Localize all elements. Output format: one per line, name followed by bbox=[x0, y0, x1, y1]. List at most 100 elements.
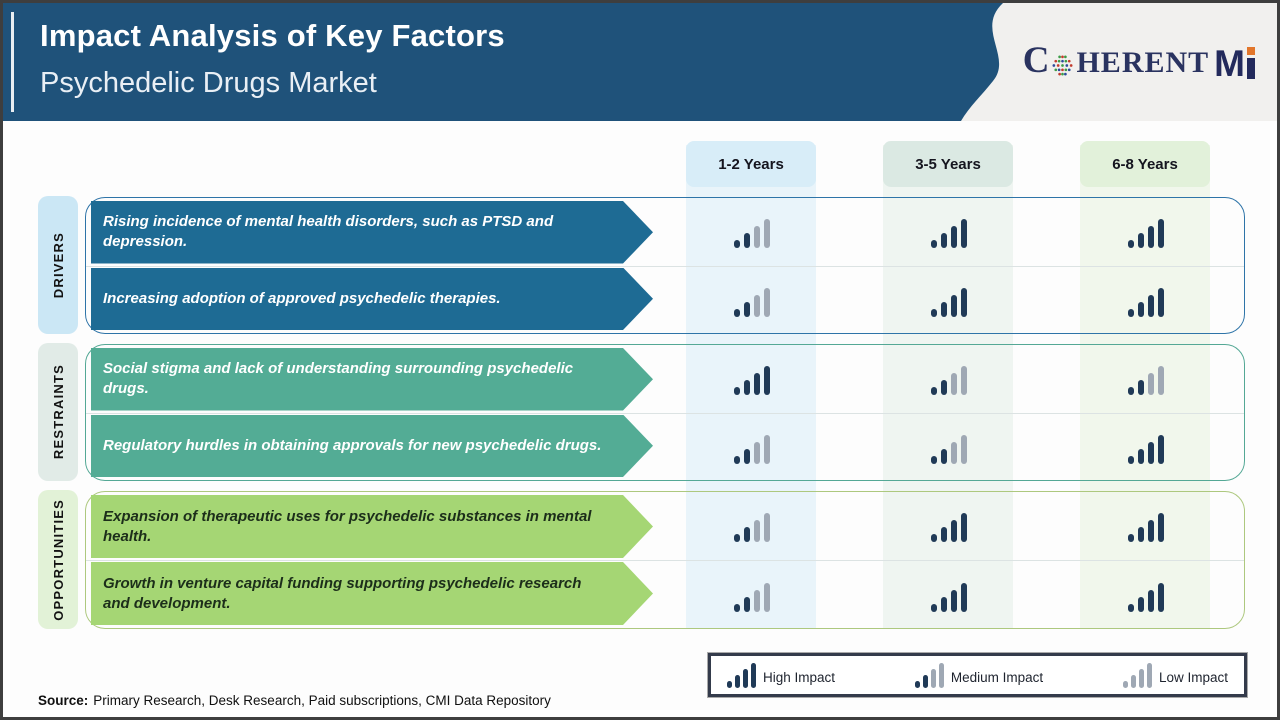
impact-bars-icon bbox=[926, 580, 972, 612]
impact-bar bbox=[931, 309, 937, 317]
impact-bar bbox=[764, 288, 770, 317]
legend-item-low: Low Impact bbox=[1122, 662, 1228, 688]
impact-bar bbox=[1148, 295, 1154, 317]
logo-letter-i bbox=[1247, 47, 1255, 79]
impact-bar bbox=[1148, 373, 1154, 395]
column-header-6-8-years: 6-8 Years bbox=[1080, 141, 1210, 187]
legend-item-medium: Medium Impact bbox=[914, 662, 1043, 688]
restraint-row-2: Regulatory hurdles in obtaining approval… bbox=[91, 415, 653, 478]
impact-legend: High Impact Medium Impact Low Impact bbox=[708, 653, 1247, 697]
impact-bar bbox=[744, 302, 750, 317]
impact-bars-icon bbox=[1123, 363, 1169, 395]
source-line: Source: Primary Research, Desk Research, … bbox=[38, 693, 551, 708]
impact-bar bbox=[744, 449, 750, 464]
impact-bar bbox=[744, 380, 750, 395]
impact-bar bbox=[951, 373, 957, 395]
impact-bar bbox=[922, 674, 928, 688]
impact-bar bbox=[961, 219, 967, 248]
impact-bar bbox=[727, 680, 732, 688]
impact-bar bbox=[1128, 534, 1134, 542]
impact-bar bbox=[1158, 583, 1164, 612]
logo-letters-herent: HERENT bbox=[1076, 46, 1210, 79]
impact-bar bbox=[734, 604, 740, 612]
impact-bars-icon bbox=[729, 216, 775, 248]
impact-bar bbox=[1138, 449, 1144, 464]
column-stripe-3-5-years bbox=[883, 145, 1013, 629]
impact-bar bbox=[961, 435, 967, 464]
page-title: Impact Analysis of Key Factors bbox=[40, 18, 505, 53]
impact-bar bbox=[1148, 520, 1154, 542]
driver-row-2: Increasing adoption of approved psychede… bbox=[91, 268, 653, 331]
impact-bar bbox=[744, 233, 750, 248]
impact-bar bbox=[951, 295, 957, 317]
logo-curve-shape bbox=[961, 3, 1277, 121]
opportunity-row-1-text: Expansion of therapeutic uses for psyche… bbox=[103, 507, 592, 545]
impact-bar bbox=[931, 456, 937, 464]
impact-bar bbox=[941, 527, 947, 542]
driver-row-1: Rising incidence of mental health disord… bbox=[91, 201, 653, 264]
row-divider bbox=[86, 412, 1244, 414]
logo-letter-m: M bbox=[1214, 42, 1245, 84]
section-box-restraints: Social stigma and lack of understanding … bbox=[85, 344, 1245, 481]
impact-bar bbox=[1122, 680, 1128, 688]
column-header-3-5-years: 3-5 Years bbox=[883, 141, 1013, 187]
impact-bar bbox=[754, 226, 760, 248]
opportunity-row-2: Growth in venture capital funding suppor… bbox=[91, 562, 653, 625]
legend-label: Low Impact bbox=[1158, 669, 1228, 685]
impact-bar bbox=[941, 597, 947, 612]
source-label: Source: bbox=[38, 693, 89, 708]
impact-bar bbox=[941, 449, 947, 464]
impact-bars-icon bbox=[1123, 510, 1169, 542]
impact-bar bbox=[941, 380, 947, 395]
impact-bars-icon bbox=[1123, 580, 1169, 612]
impact-bar bbox=[938, 662, 944, 688]
restraint-row-1-text: Social stigma and lack of understanding … bbox=[103, 360, 574, 398]
column-header-1-2-years: 1-2 Years bbox=[686, 141, 816, 187]
driver-row-1-text: Rising incidence of mental health disord… bbox=[103, 213, 554, 251]
company-logo: C HERENT M bbox=[1023, 42, 1255, 84]
impact-bars-icon bbox=[926, 216, 972, 248]
impact-bar bbox=[764, 366, 770, 395]
impact-bar bbox=[734, 309, 740, 317]
impact-bars-icon bbox=[729, 363, 775, 395]
impact-bar bbox=[734, 387, 740, 395]
impact-bars-icon bbox=[926, 285, 972, 317]
section-label-restraints: RESTRAINTS bbox=[38, 343, 78, 481]
globe-icon bbox=[1052, 55, 1073, 76]
impact-bar bbox=[754, 520, 760, 542]
impact-bar bbox=[754, 295, 760, 317]
impact-bar bbox=[1138, 233, 1144, 248]
impact-bars-icon bbox=[729, 285, 775, 317]
high-impact-bars-icon bbox=[727, 662, 756, 688]
matrix-area: 1-2 Years 3-5 Years 6-8 Years DRIVERS Ri… bbox=[3, 121, 1277, 717]
opportunity-row-1: Expansion of therapeutic uses for psyche… bbox=[91, 495, 653, 558]
row-divider bbox=[86, 560, 1244, 561]
impact-bar bbox=[1148, 442, 1154, 464]
impact-bar bbox=[951, 520, 957, 542]
impact-bar bbox=[764, 435, 770, 464]
impact-bars-icon bbox=[729, 510, 775, 542]
impact-bar bbox=[961, 366, 967, 395]
impact-bars-icon bbox=[1123, 432, 1169, 464]
impact-bar bbox=[931, 604, 937, 612]
impact-bar bbox=[951, 226, 957, 248]
impact-bar bbox=[744, 597, 750, 612]
impact-bar bbox=[930, 668, 936, 688]
medium-impact-bars-icon bbox=[914, 662, 944, 688]
header-banner: Impact Analysis of Key Factors Psychedel… bbox=[3, 3, 1277, 121]
page-subtitle: Psychedelic Drugs Market bbox=[40, 67, 377, 99]
restraint-row-1: Social stigma and lack of understanding … bbox=[91, 348, 653, 411]
impact-bars-icon bbox=[1123, 285, 1169, 317]
impact-bar bbox=[1128, 387, 1134, 395]
impact-bar bbox=[734, 240, 740, 248]
impact-bar bbox=[1158, 513, 1164, 542]
impact-bar bbox=[764, 583, 770, 612]
impact-bar bbox=[1146, 662, 1152, 688]
impact-bar bbox=[734, 456, 740, 464]
impact-bar bbox=[1148, 226, 1154, 248]
column-stripe-1-2-years bbox=[686, 145, 816, 629]
impact-bar bbox=[1128, 240, 1134, 248]
impact-bar bbox=[931, 534, 937, 542]
impact-bar bbox=[735, 674, 740, 688]
